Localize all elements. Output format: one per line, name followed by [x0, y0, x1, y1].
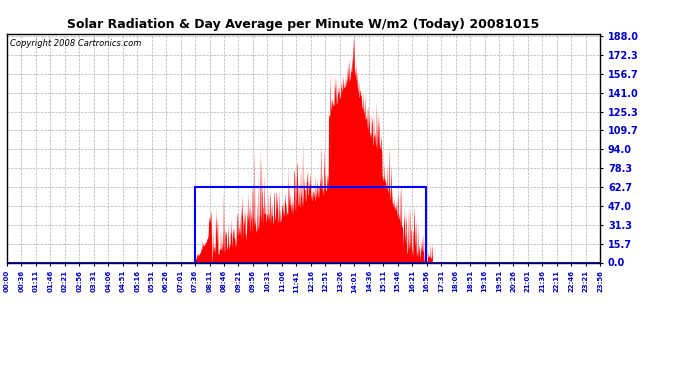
- Text: Copyright 2008 Cartronics.com: Copyright 2008 Cartronics.com: [10, 39, 141, 48]
- Title: Solar Radiation & Day Average per Minute W/m2 (Today) 20081015: Solar Radiation & Day Average per Minute…: [68, 18, 540, 31]
- Bar: [195, 187, 426, 262]
